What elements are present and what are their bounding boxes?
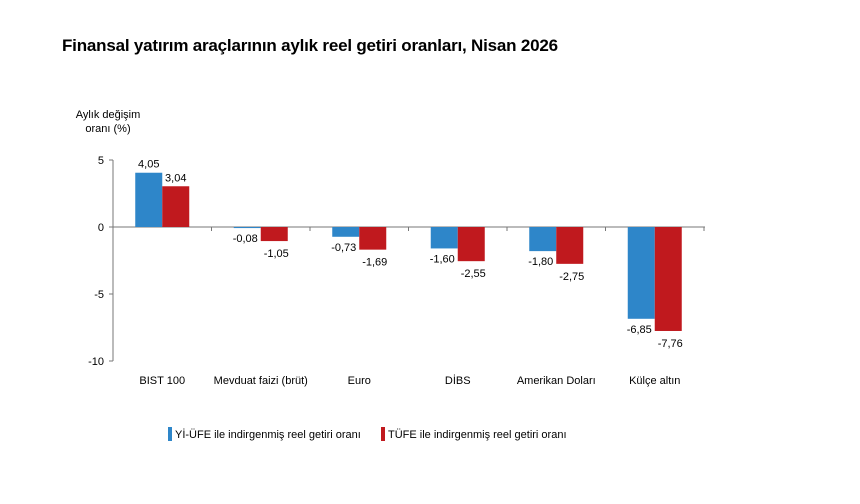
data-label: -1,80	[528, 256, 553, 268]
category-label: Mevduat faizi (brüt)	[214, 375, 308, 387]
data-label: -1,05	[264, 248, 289, 260]
category-labels: BIST 100 Mevduat faizi (brüt) Euro DİBS Amer…	[139, 374, 680, 387]
y-tick-label: 5	[98, 155, 104, 167]
data-labels: 4,05 3,04 -0,08 -1,05 -0,73 -1,69 -1,60 -2,55 -1…	[138, 159, 683, 350]
bar-tufe	[162, 186, 190, 227]
bar-yiufe	[135, 172, 163, 227]
chart-title: Finansal yatırım araçlarının aylık reel …	[62, 36, 558, 55]
bar-tufe	[654, 227, 682, 331]
bar-tufe	[556, 227, 584, 264]
bar-yiufe	[430, 227, 458, 249]
legend-swatch	[381, 427, 385, 441]
legend-label: TÜFE ile indirgenmiş reel getiri oranı	[388, 429, 567, 441]
y-tick-label: -10	[88, 356, 104, 368]
data-label: -7,76	[658, 338, 683, 350]
bar-tufe	[260, 227, 288, 242]
bars	[135, 172, 682, 331]
data-label: 3,04	[165, 172, 186, 184]
category-label: DİBS	[445, 374, 471, 387]
data-label: -1,69	[362, 257, 387, 269]
category-label: Külçe altın	[629, 375, 680, 387]
data-label: 4,05	[138, 159, 159, 171]
y-tick-label: 0	[98, 222, 104, 234]
category-label: BIST 100	[139, 375, 185, 387]
data-label: -2,55	[461, 268, 486, 280]
axes: 5 0 -5 -10	[88, 155, 705, 368]
bar-tufe	[457, 227, 485, 262]
legend-swatch	[168, 427, 172, 441]
data-label: -2,75	[559, 271, 584, 283]
y-axis-label-line-1: Aylık değişim	[76, 109, 141, 121]
y-tick-label: -5	[94, 289, 104, 301]
bar-yiufe	[332, 227, 360, 237]
y-axis-label: Aylık değişim oranı (%)	[76, 109, 141, 135]
bar-yiufe	[233, 227, 261, 229]
legend-label: Yİ-ÜFE ile indirgenmiş reel getiri oranı	[175, 428, 361, 441]
bar-yiufe	[627, 227, 655, 319]
category-label: Amerikan Doları	[517, 375, 596, 387]
data-label: -6,85	[627, 324, 652, 336]
category-label: Euro	[348, 375, 371, 387]
data-label: -0,08	[233, 233, 258, 245]
data-label: -1,60	[430, 253, 455, 265]
legend: Yİ-ÜFE ile indirgenmiş reel getiri oranı…	[168, 427, 567, 441]
bar-tufe	[359, 227, 387, 250]
bar-yiufe	[529, 227, 557, 252]
data-label: -0,73	[331, 242, 356, 254]
y-axis-label-line-2: oranı (%)	[85, 123, 130, 135]
